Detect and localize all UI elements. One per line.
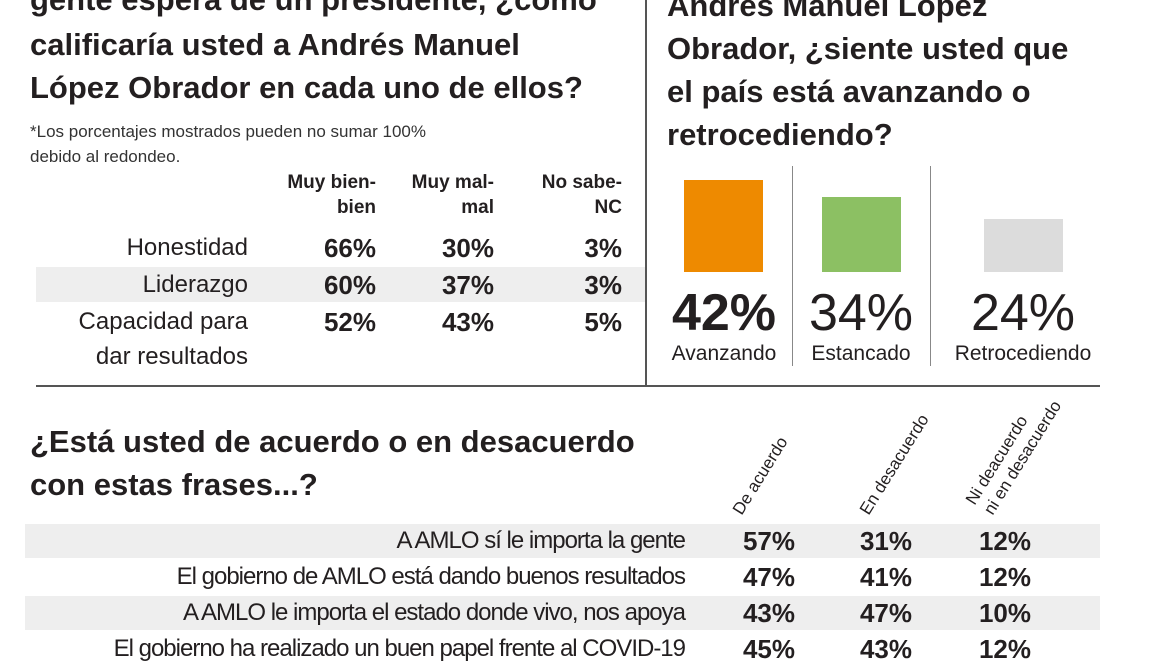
row-band: [36, 267, 645, 302]
row-label: Capacidad para: [78, 308, 248, 335]
bar-value-label: 24%: [970, 284, 1076, 342]
statement-value: 12%: [978, 634, 1031, 664]
bar-separator: [930, 166, 931, 366]
statement-value: 47%: [742, 562, 795, 592]
row-label: Liderazgo: [142, 271, 248, 298]
statement-value: 12%: [978, 526, 1031, 556]
vertical-divider: [645, 0, 647, 386]
column-header-de-acuerdo: De acuerdo: [728, 433, 792, 518]
value-cell: 3%: [584, 233, 622, 263]
bar-avanzando: [684, 179, 763, 272]
statement-value: 57%: [742, 526, 795, 556]
statement-value: 12%: [978, 562, 1031, 592]
row-band: [25, 596, 1100, 630]
value-cell: 5%: [584, 307, 622, 337]
statement-value: 47%: [859, 598, 912, 628]
right-title-line: retrocediendo?: [667, 117, 893, 152]
bar-category-label: Retrocediendo: [954, 342, 1092, 365]
value-cell: 3%: [584, 270, 622, 300]
bar-value-label: 34%: [808, 284, 914, 342]
row-label: Honestidad: [126, 234, 248, 261]
value-cell: 30%: [441, 233, 494, 263]
bar-retrocediendo: [984, 219, 1063, 272]
statement-label: El gobierno de AMLO está dando buenos re…: [176, 563, 686, 590]
statement-value: 43%: [742, 598, 795, 628]
bar-separator: [792, 166, 793, 366]
horizontal-divider: [36, 385, 1100, 387]
bar-estancado: [822, 197, 901, 272]
right-title-line: Andrés Manuel López: [667, 0, 988, 23]
right-title-line: el país está avanzando o: [667, 74, 1031, 109]
row-label: dar resultados: [95, 343, 248, 370]
value-cell: 52%: [323, 307, 376, 337]
statement-label: A AMLO le importa el estado donde vivo, …: [182, 599, 686, 626]
value-cell: 60%: [323, 270, 376, 300]
statement-value: 31%: [859, 526, 912, 556]
bar-value-label: 42%: [671, 284, 777, 342]
statement-label: El gobierno ha realizado un buen papel f…: [113, 635, 686, 662]
value-cell: 37%: [441, 270, 494, 300]
statement-value: 43%: [859, 634, 912, 664]
note-line: *Los porcentajes mostrados pueden no sum…: [30, 122, 426, 141]
statement-value: 41%: [859, 562, 912, 592]
bar-category-label: Avanzando: [671, 342, 777, 365]
value-cell: 43%: [441, 307, 494, 337]
right-title-line: Obrador, ¿siente usted que: [667, 31, 1069, 66]
statement-label: A AMLO sí le importa la gente: [396, 527, 687, 554]
bottom-title-line: con estas frases...?: [30, 467, 318, 502]
note-line: debido al redondeo.: [30, 147, 181, 166]
left-title-line: López Obrador en cada uno de ellos?: [30, 70, 583, 105]
column-header-muy-bien: Muy bien-bien: [287, 172, 376, 218]
bottom-title-line: ¿Está usted de acuerdo o en desacuerdo: [30, 424, 635, 459]
value-cell: 66%: [323, 233, 376, 263]
bar-category-label: Estancado: [811, 342, 911, 365]
statement-value: 45%: [742, 634, 795, 664]
column-header-muy-mal: Muy mal-mal: [411, 172, 494, 218]
row-band: [25, 524, 1100, 558]
column-header-en-desacuerdo: En desacuerdo: [855, 410, 933, 518]
left-title-line: calificaría usted a Andrés Manuel: [30, 27, 520, 62]
column-header-no-sabe: No sabe- NC: [541, 172, 622, 218]
statement-value: 10%: [978, 598, 1031, 628]
left-title-line: gente espera de un presidente, ¿cómo: [30, 0, 597, 21]
